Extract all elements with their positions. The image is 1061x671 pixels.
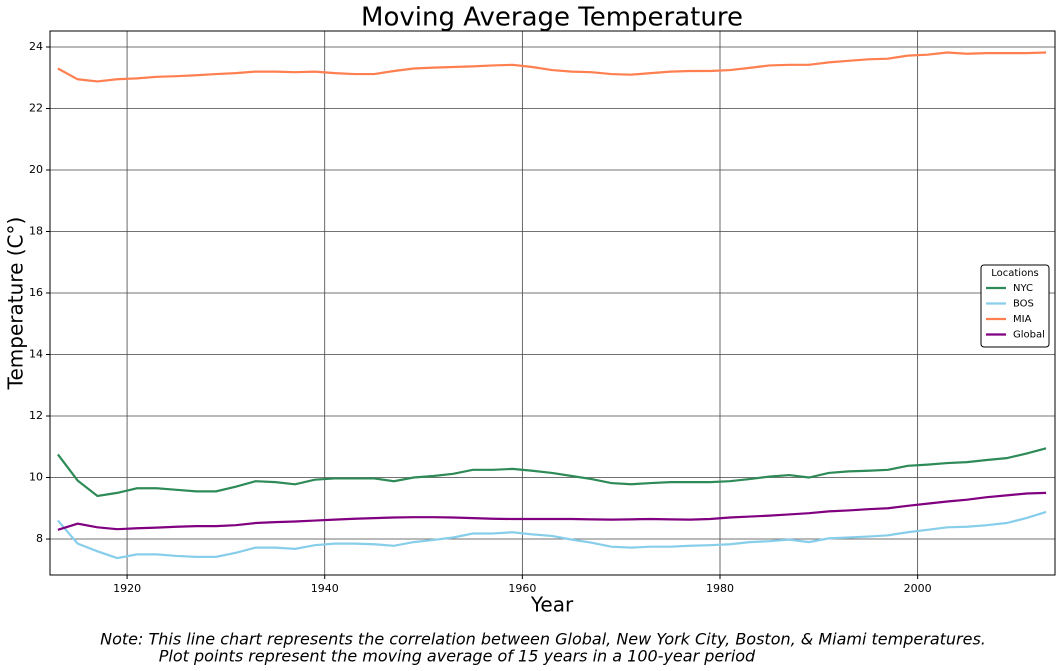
y-tick-label: 18 [29, 225, 43, 238]
x-tick-label: 1980 [706, 582, 734, 595]
line-series [57, 51, 1047, 83]
line-series [57, 491, 1047, 531]
y-tick-label: 22 [29, 101, 43, 114]
y-tick-label: 20 [29, 163, 43, 176]
x-tick-label: 1960 [508, 582, 536, 595]
plot-frame [49, 30, 1056, 576]
note: Note: This line chart represents the cor… [100, 630, 986, 649]
y-tick-label: 8 [36, 532, 43, 545]
line-series [57, 447, 1047, 498]
x-tick-label: 1940 [311, 582, 339, 595]
y-tick-label: 10 [29, 471, 43, 484]
y-tick-label: 12 [29, 409, 43, 422]
x-tick-label: 2000 [904, 582, 932, 595]
legend-label: NYC [1013, 283, 1033, 294]
legend-label: MIA [1013, 314, 1032, 325]
chart-title: Moving Average Temperature [361, 3, 743, 33]
legend-title: Locations [991, 268, 1039, 279]
y-axis-label: Temperature (C°) [4, 217, 28, 391]
x-tick-label: 1920 [113, 582, 141, 595]
legend-label: Global [1013, 330, 1045, 341]
note: Plot points represent the moving average… [159, 647, 756, 666]
y-tick-label: 14 [29, 348, 43, 361]
y-tick-label: 24 [29, 40, 43, 53]
y-tick-label: 16 [29, 286, 43, 299]
legend-box [980, 264, 1050, 348]
x-axis-label: Year [530, 593, 574, 617]
legend-label: BOS [1013, 299, 1034, 310]
line-series [57, 510, 1047, 560]
